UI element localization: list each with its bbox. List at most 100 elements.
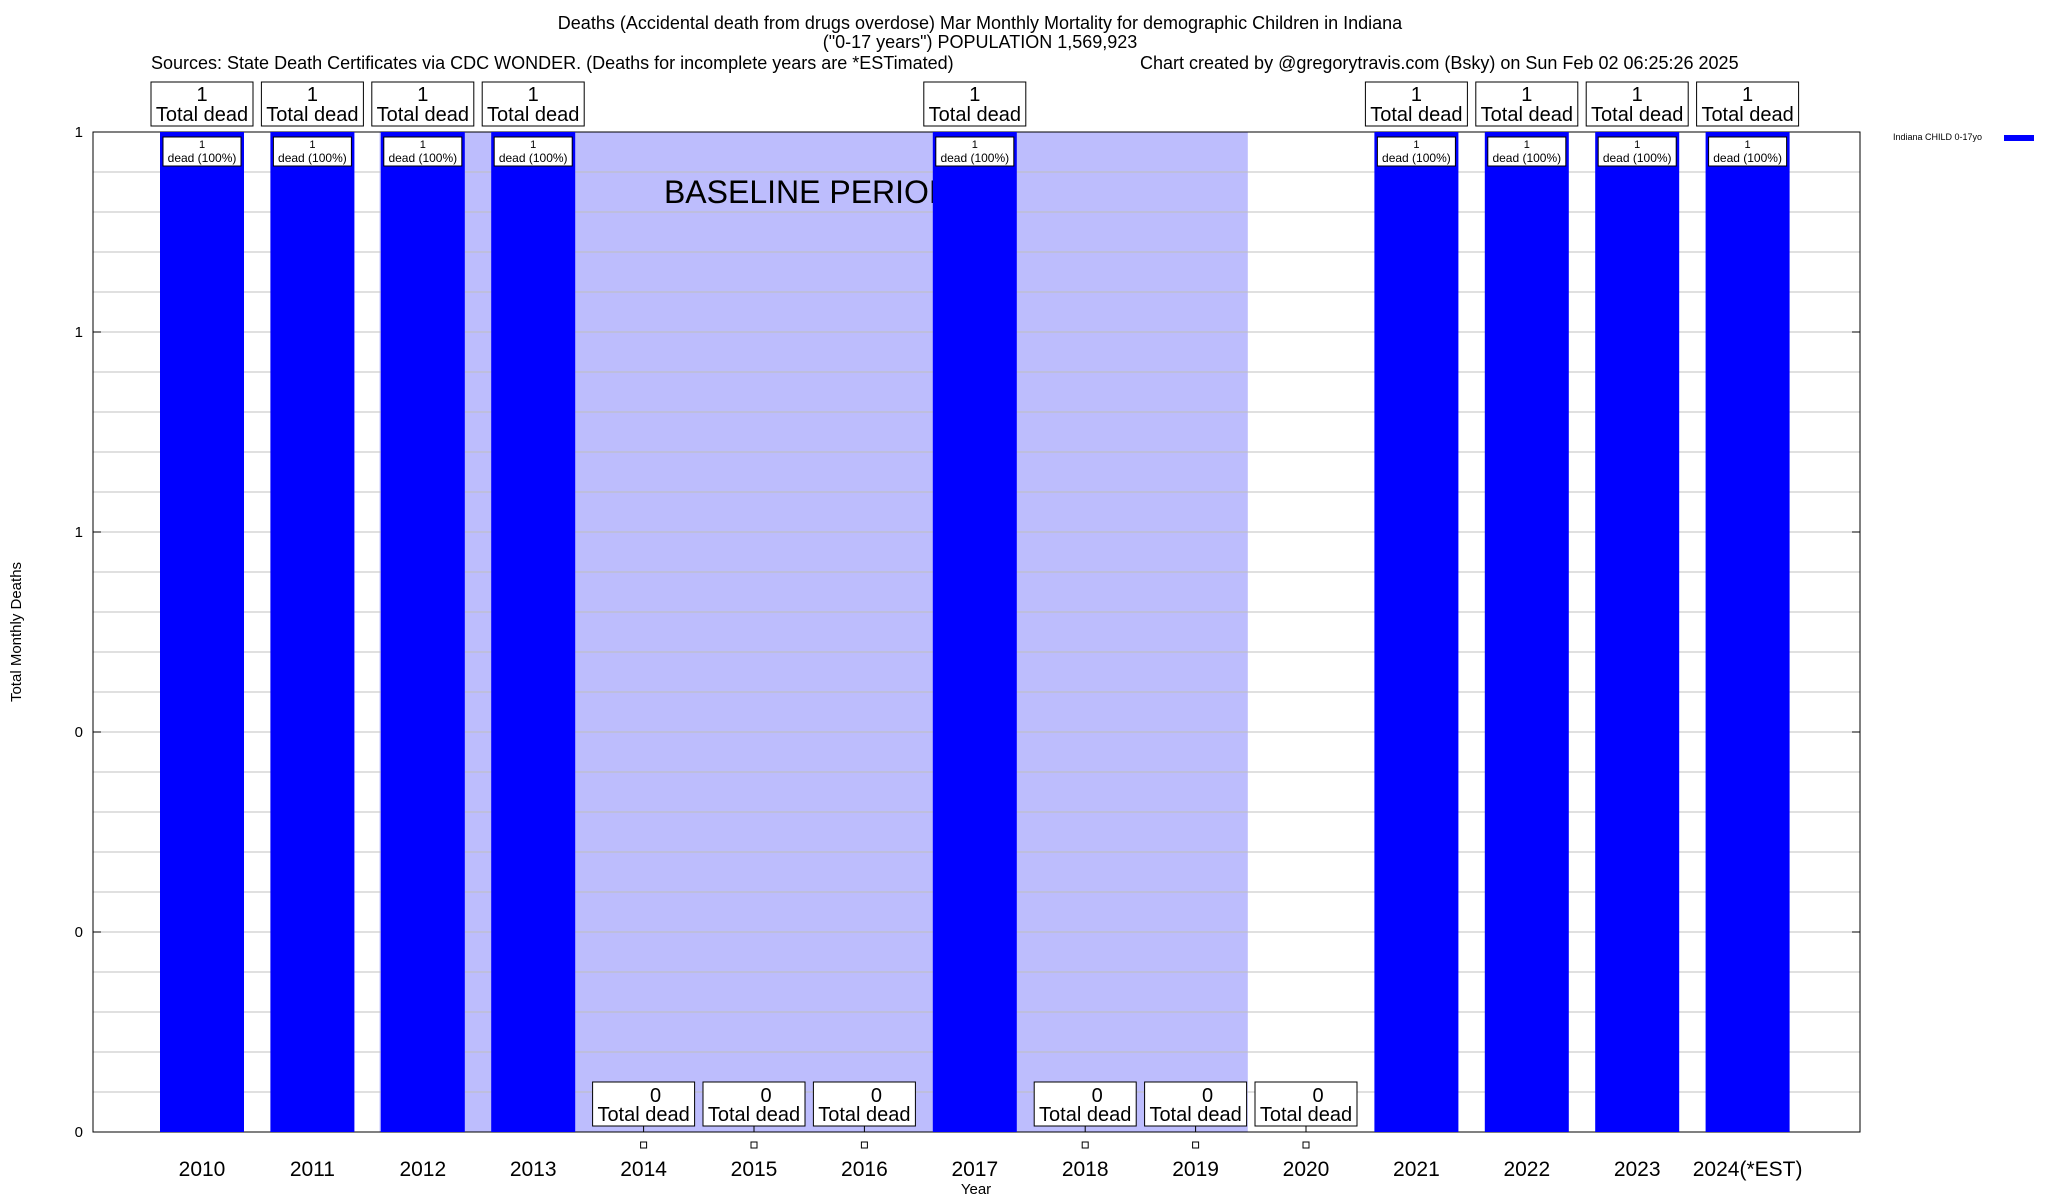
bar-percent-box: [1487, 136, 1567, 167]
bar: [160, 132, 244, 1132]
bar-percent-box: [162, 136, 242, 167]
total-dead-label: Total dead: [1370, 104, 1462, 126]
total-box: [1033, 1081, 1137, 1127]
zero-marker: [640, 1141, 648, 1149]
total-box: [1364, 81, 1468, 127]
bar-percent-label: dead (100%): [168, 151, 237, 165]
y-tick-label: 0: [75, 1124, 83, 1141]
x-tick-label: 2011: [290, 1158, 335, 1181]
bar-count-label: 1: [309, 139, 315, 151]
total-count-label: 1: [969, 84, 980, 106]
total-dead-label: Total dead: [1591, 104, 1683, 126]
zero-marker: [750, 1141, 758, 1149]
bar: [1374, 132, 1459, 1132]
total-dead-label: Total dead: [929, 104, 1021, 126]
bar-percent-label: dead (100%): [388, 151, 457, 165]
bar-count-label: 1: [199, 139, 205, 151]
total-count-label: 1: [1521, 84, 1532, 106]
x-axis-label: Year: [961, 1181, 991, 1198]
total-box: [481, 81, 585, 127]
zero-marker: [860, 1141, 868, 1149]
total-dead-label: Total dead: [708, 1104, 800, 1126]
chart-credit: Chart created by @gregorytravis.com (Bsk…: [1140, 53, 1739, 73]
bar: [380, 132, 465, 1132]
total-count-label: 1: [196, 84, 207, 106]
total-count-label: 1: [417, 84, 428, 106]
x-tick-label: 2024(*EST): [1693, 1158, 1803, 1181]
chart-title: Deaths (Accidental death from drugs over…: [557, 13, 1403, 33]
total-count-label: 0: [1312, 1085, 1323, 1107]
zero-marker: [1081, 1141, 1089, 1149]
total-dead-label: Total dead: [818, 1104, 910, 1126]
total-count-label: 0: [760, 1085, 771, 1107]
y-tick-label: 1: [75, 124, 83, 141]
bar: [270, 132, 355, 1132]
bar-count-label: 1: [420, 139, 426, 151]
y-tick-label: 1: [75, 524, 83, 541]
total-dead-label: Total dead: [1149, 1104, 1241, 1126]
total-dead-label: Total dead: [266, 104, 358, 126]
total-box: [812, 1081, 916, 1127]
total-box: [702, 1081, 806, 1127]
bar-percent-box: [1597, 136, 1677, 167]
y-tick-label: 0: [75, 724, 83, 741]
total-count-label: 1: [1411, 84, 1422, 106]
chart-subtitle: ("0-17 years") POPULATION 1,569,923: [822, 32, 1138, 52]
x-tick-label: 2018: [1062, 1158, 1109, 1181]
zero-marker: [1302, 1141, 1310, 1149]
y-tick-label: 0: [75, 924, 83, 941]
total-count-label: 1: [528, 84, 539, 106]
total-dead-label: Total dead: [1039, 1104, 1131, 1126]
total-dead-label: Total dead: [1481, 104, 1573, 126]
bar-percent-box: [1376, 136, 1456, 167]
total-count-label: 0: [871, 1085, 882, 1107]
total-box: [1585, 81, 1689, 127]
bar: [491, 132, 576, 1132]
total-box: [260, 81, 364, 127]
total-box: [1254, 1081, 1358, 1127]
bar-percent-label: dead (100%): [1603, 151, 1672, 165]
bar-count-label: 1: [530, 139, 536, 151]
total-dead-label: Total dead: [1260, 1104, 1352, 1126]
bar-count-label: 1: [1745, 139, 1751, 151]
bar-percent-box: [1708, 136, 1788, 167]
total-box: [1696, 81, 1800, 127]
total-dead-label: Total dead: [156, 104, 248, 126]
baseline-label: BASELINE PERIOD: [664, 174, 952, 210]
sources-note: Sources: State Death Certificates via CD…: [151, 53, 954, 73]
x-tick-label: 2017: [951, 1158, 998, 1181]
x-tick-label: 2019: [1172, 1158, 1219, 1181]
total-box: [592, 1081, 696, 1127]
bar-percent-label: dead (100%): [940, 151, 1009, 165]
x-tick-label: 2015: [731, 1158, 778, 1181]
total-count-label: 0: [1202, 1085, 1213, 1107]
legend-label: Indiana CHILD 0-17yo: [1893, 132, 1982, 142]
y-tick-label: 1: [75, 324, 83, 341]
total-count-label: 0: [1092, 1085, 1103, 1107]
total-box: [371, 81, 475, 127]
bar-percent-box: [383, 136, 463, 167]
bar: [1484, 132, 1569, 1132]
total-box: [150, 81, 254, 127]
bar: [1705, 132, 1790, 1132]
x-tick-label: 2014: [620, 1158, 667, 1181]
bar-count-label: 1: [1634, 139, 1640, 151]
zero-marker: [1192, 1141, 1200, 1149]
bar-count-label: 1: [1413, 139, 1419, 151]
bar-count-label: 1: [1524, 139, 1530, 151]
total-dead-label: Total dead: [597, 1104, 689, 1126]
x-tick-label: 2010: [179, 1158, 226, 1181]
bar: [932, 132, 1017, 1132]
x-tick-label: 2020: [1283, 1158, 1330, 1181]
total-count-label: 1: [1632, 84, 1643, 106]
total-dead-label: Total dead: [1701, 104, 1793, 126]
total-dead-label: Total dead: [377, 104, 469, 126]
x-tick-label: 2021: [1393, 1158, 1440, 1181]
legend-swatch: [2004, 135, 2034, 141]
bar-percent-box: [935, 136, 1015, 167]
bar-percent-box: [493, 136, 573, 167]
total-count-label: 1: [307, 84, 318, 106]
bar-percent-label: dead (100%): [278, 151, 347, 165]
total-count-label: 1: [1742, 84, 1753, 106]
